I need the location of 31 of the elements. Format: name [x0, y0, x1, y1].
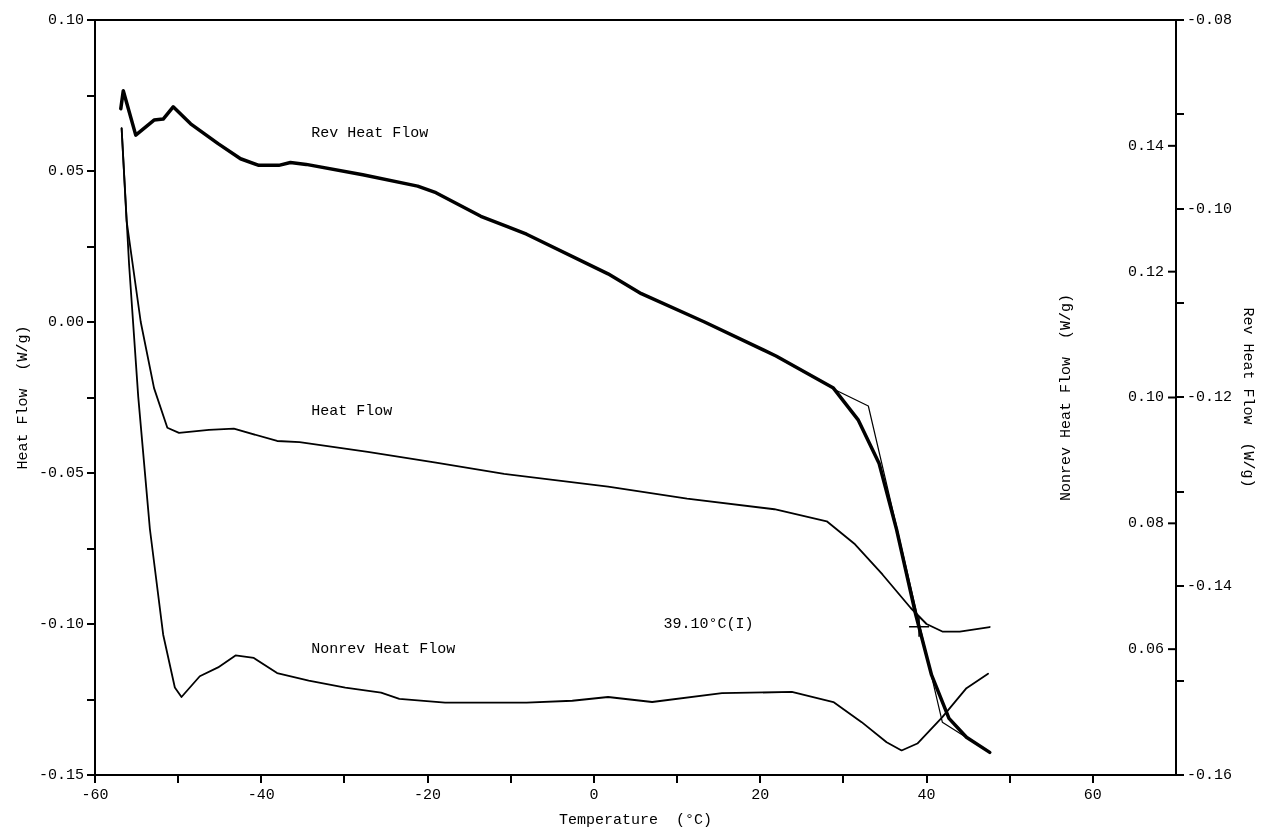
x-tick-label: 60	[1083, 786, 1102, 804]
y-tick-label: 0.10	[47, 11, 85, 29]
y-tick-label: 0.05	[47, 162, 85, 180]
y2-tick-label: -0.16	[1186, 766, 1233, 784]
y3-tick-label: 0.10	[1127, 389, 1164, 407]
x-tick-label: 20	[751, 786, 770, 804]
y-tick-label: -0.15	[38, 766, 85, 784]
series-label: Nonrev Heat Flow	[311, 641, 456, 659]
x-tick-label: 0	[589, 786, 599, 804]
y2-tick-label: -0.08	[1186, 11, 1233, 29]
x-axis-title: Temperature (°C)	[558, 811, 713, 829]
series-label: Heat Flow	[311, 402, 393, 420]
x-tick-label: -40	[247, 786, 275, 804]
y2-tick-label: -0.12	[1186, 389, 1233, 407]
y3-tick-label: 0.06	[1127, 641, 1164, 659]
y3-tick-label: 0.14	[1127, 137, 1164, 155]
series-label: Rev Heat Flow	[311, 124, 429, 142]
y-tick-label: -0.10	[38, 615, 85, 633]
y2-axis-title: Rev Heat Flow (W/g)	[1239, 307, 1257, 488]
y-tick-label: -0.05	[38, 464, 85, 482]
annotation: 39.10°C(I)	[663, 615, 754, 633]
y-tick-label: 0.00	[47, 313, 85, 331]
y3-axis-title: Nonrev Heat Flow (W/g)	[1057, 293, 1075, 502]
y2-tick-label: -0.10	[1186, 200, 1233, 218]
y3-tick-label: 0.12	[1127, 263, 1164, 281]
y3-tick-label: 0.08	[1127, 515, 1164, 533]
x-tick-label: -20	[414, 786, 442, 804]
x-tick-label: -60	[81, 786, 109, 804]
x-tick-label: 40	[917, 786, 936, 804]
y2-tick-label: -0.14	[1186, 578, 1233, 596]
y-axis-title: Heat Flow (W/g)	[14, 325, 32, 470]
